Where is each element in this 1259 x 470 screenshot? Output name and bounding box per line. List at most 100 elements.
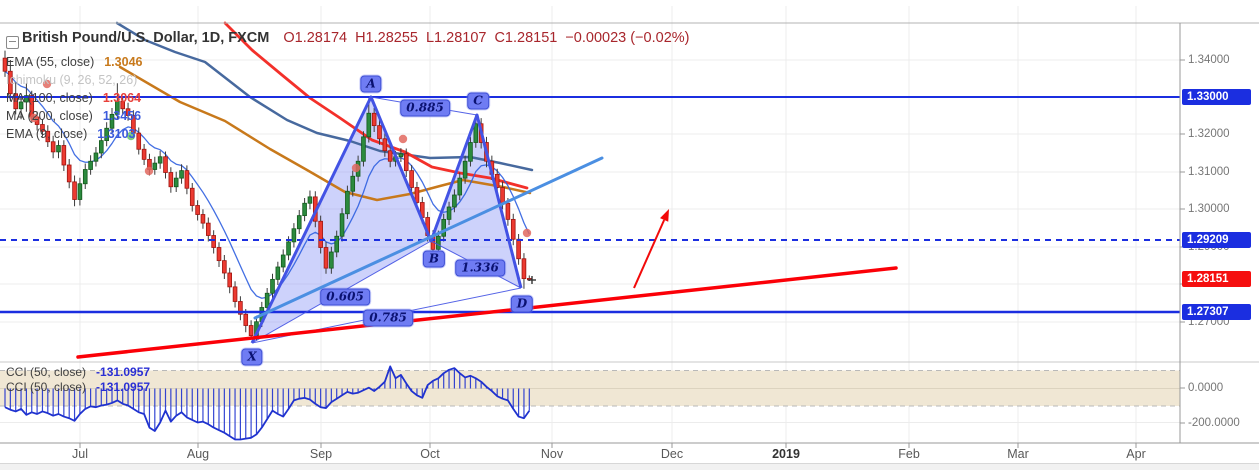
candle-body[interactable] xyxy=(168,172,174,188)
candle-body[interactable] xyxy=(452,194,457,208)
candle-body[interactable] xyxy=(473,123,479,143)
rising-channel-line[interactable] xyxy=(253,156,604,320)
candle-body[interactable] xyxy=(323,247,329,269)
candle-body[interactable] xyxy=(179,170,184,179)
candle-body[interactable] xyxy=(334,235,339,253)
candle-body[interactable] xyxy=(205,222,211,236)
candle-body[interactable] xyxy=(56,145,61,153)
candle-body[interactable] xyxy=(248,325,254,337)
pattern-point-A[interactable]: A xyxy=(360,75,382,93)
bottom-scroll-strip[interactable] xyxy=(0,463,1259,470)
candle-body[interactable] xyxy=(99,140,104,154)
candle-body[interactable] xyxy=(457,177,463,196)
candle-body[interactable] xyxy=(50,141,56,153)
candle-body[interactable] xyxy=(141,148,147,160)
candle-body[interactable] xyxy=(115,100,120,115)
candle-body[interactable] xyxy=(345,190,350,215)
candle-body[interactable] xyxy=(280,254,286,268)
candle-body[interactable] xyxy=(211,235,216,248)
candle-body[interactable] xyxy=(216,247,222,262)
candle-body[interactable] xyxy=(72,181,77,200)
pattern-ratio-0.605[interactable]: 0.605 xyxy=(320,288,370,306)
candle-body[interactable] xyxy=(403,153,409,172)
candle-body[interactable] xyxy=(200,214,206,224)
pattern-ratio-1.336[interactable]: 1.336 xyxy=(455,259,505,277)
candle-body[interactable] xyxy=(468,142,473,162)
candle-body[interactable] xyxy=(398,153,404,158)
candle-body[interactable] xyxy=(157,156,163,164)
candle-body[interactable] xyxy=(104,127,109,142)
candle-body[interactable] xyxy=(382,138,388,152)
candle-body[interactable] xyxy=(339,213,345,237)
candle-body[interactable] xyxy=(8,70,13,95)
candle-body[interactable] xyxy=(361,136,366,162)
candle-body[interactable] xyxy=(88,160,93,170)
cci-line[interactable] xyxy=(4,365,531,441)
cci-indicator-row[interactable]: CCI (50, close) -131.0957 xyxy=(6,380,150,395)
pattern-point-B[interactable]: B xyxy=(422,250,446,268)
candle-body[interactable] xyxy=(163,156,168,173)
candle-body[interactable] xyxy=(13,93,19,110)
candle-body[interactable] xyxy=(307,196,313,204)
symbol-title[interactable]: British Pound/U.S. Dollar, 1D, FXCM xyxy=(22,30,270,46)
candle-body[interactable] xyxy=(505,202,511,220)
candle-body[interactable] xyxy=(275,266,281,280)
pattern-xabcd-line[interactable] xyxy=(250,95,523,344)
candle-body[interactable] xyxy=(500,187,505,204)
candle-body[interactable] xyxy=(61,145,67,166)
candle-body[interactable] xyxy=(152,162,158,170)
candle-body[interactable] xyxy=(371,112,377,127)
pattern-fill-bcd[interactable] xyxy=(431,115,521,288)
pattern-point-D[interactable]: D xyxy=(510,295,534,313)
candle-body[interactable] xyxy=(329,251,334,269)
pattern-ratio-0.885[interactable]: 0.885 xyxy=(400,99,450,117)
indicator-row[interactable]: Ichimoku (9, 26, 52, 26) xyxy=(6,73,142,91)
candle-body[interactable] xyxy=(264,292,270,308)
candle-body[interactable] xyxy=(302,202,307,217)
candle-body[interactable] xyxy=(516,238,521,260)
candle-body[interactable] xyxy=(441,218,446,237)
candle-body[interactable] xyxy=(18,101,24,110)
ema55-line[interactable] xyxy=(118,65,532,202)
candle-body[interactable] xyxy=(270,278,275,294)
candle-body[interactable] xyxy=(232,286,238,302)
candle-body[interactable] xyxy=(521,258,527,280)
candle-body[interactable] xyxy=(184,170,190,189)
candle-body[interactable] xyxy=(195,205,200,215)
red-arrow-shaft[interactable] xyxy=(633,219,666,289)
candle-body[interactable] xyxy=(238,301,243,315)
candle-body[interactable] xyxy=(136,132,142,150)
candle-body[interactable] xyxy=(227,272,233,288)
candle-body[interactable] xyxy=(120,100,126,110)
candle-body[interactable] xyxy=(350,175,356,192)
candle-body[interactable] xyxy=(286,241,291,256)
candle-body[interactable] xyxy=(125,108,131,116)
candle-body[interactable] xyxy=(24,95,29,103)
candle-body[interactable] xyxy=(66,164,72,183)
candle-body[interactable] xyxy=(109,113,115,129)
candle-body[interactable] xyxy=(82,169,88,185)
collapse-pane-icon[interactable] xyxy=(6,36,19,49)
candle-body[interactable] xyxy=(409,170,414,188)
candle-body[interactable] xyxy=(377,125,382,140)
candle-body[interactable] xyxy=(387,150,393,162)
indicator-row[interactable]: MA (200, close) 1.3456 xyxy=(6,109,142,127)
support-trendline[interactable] xyxy=(76,266,898,359)
cci-indicator-row[interactable]: CCI (50, close) -131.0957 xyxy=(6,365,150,380)
candle-body[interactable] xyxy=(2,57,8,72)
candle-body[interactable] xyxy=(222,260,227,274)
candle-body[interactable] xyxy=(173,177,179,188)
candle-body[interactable] xyxy=(93,152,99,162)
candle-body[interactable] xyxy=(189,187,195,206)
candle-body[interactable] xyxy=(446,206,452,220)
candle-body[interactable] xyxy=(462,160,468,179)
candle-body[interactable] xyxy=(296,215,302,230)
candle-body[interactable] xyxy=(366,112,372,138)
candle-body[interactable] xyxy=(414,187,420,203)
candle-body[interactable] xyxy=(40,124,45,132)
candle-body[interactable] xyxy=(510,218,516,240)
indicator-row[interactable]: EMA (55, close) 1.3046 xyxy=(6,55,142,73)
pattern-ratio-0.785[interactable]: 0.785 xyxy=(363,309,413,327)
ma100-line[interactable] xyxy=(223,21,529,190)
